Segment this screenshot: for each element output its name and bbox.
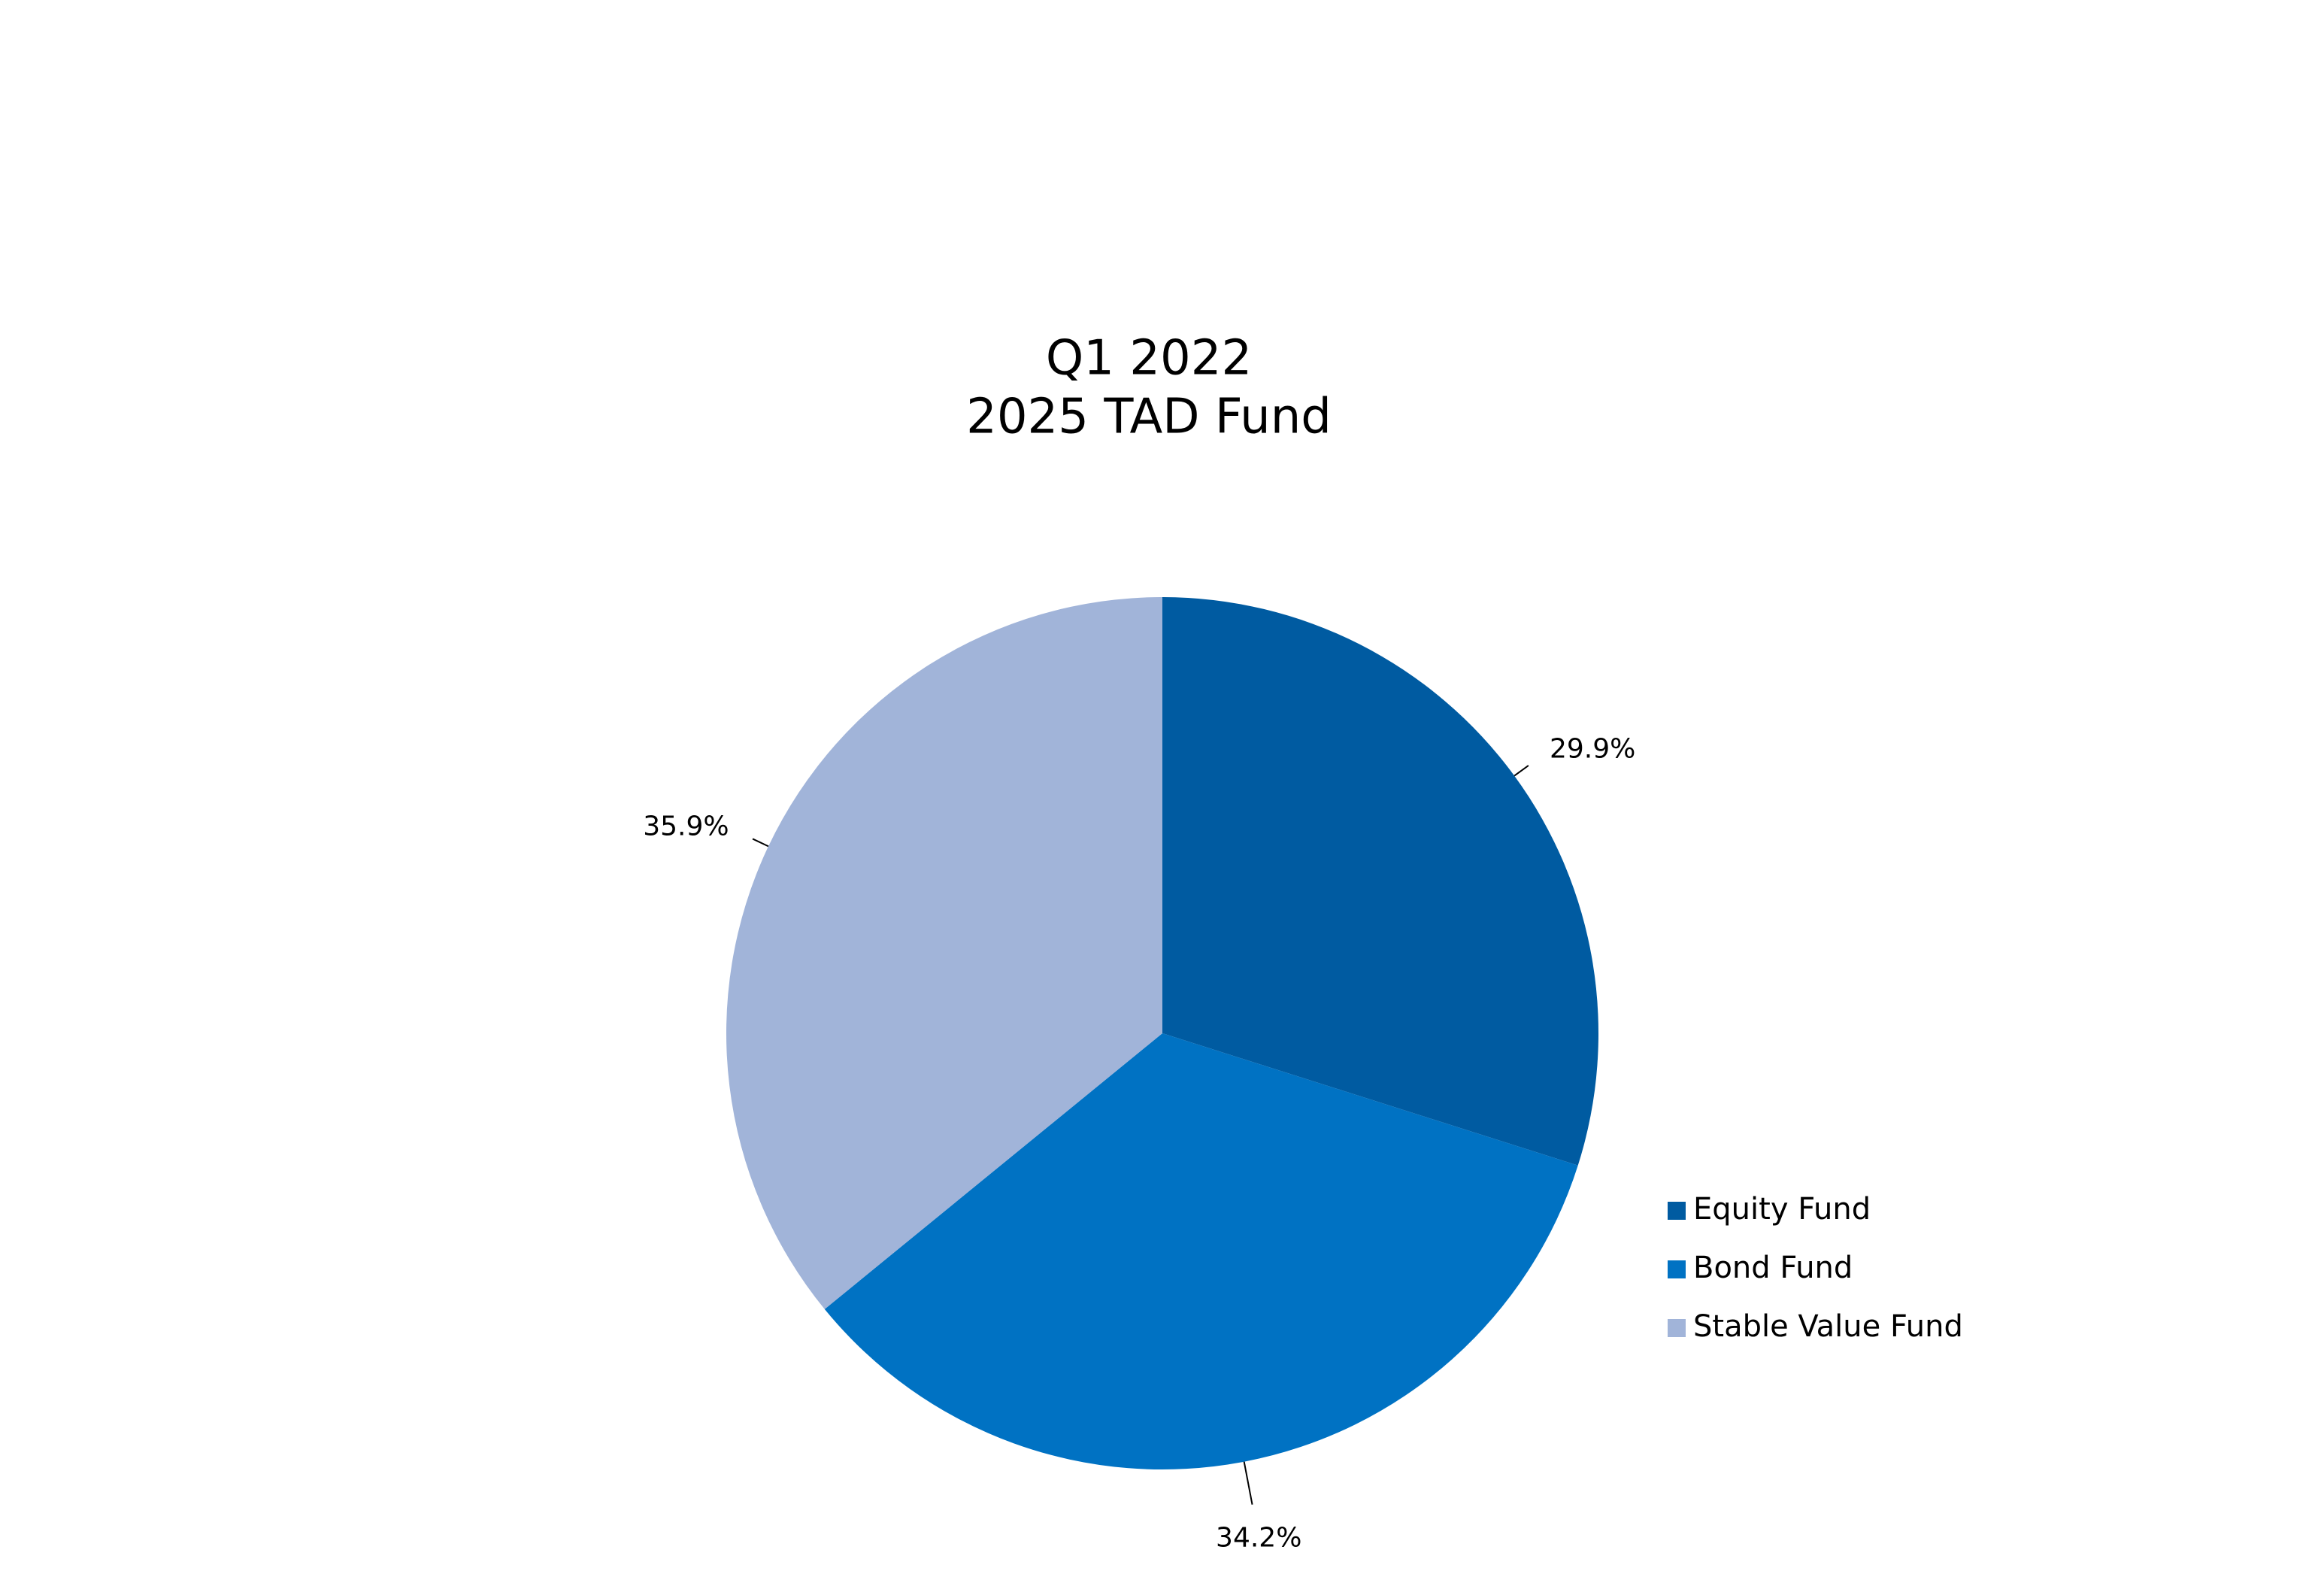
chart-title: Q1 2022 xyxy=(1046,331,1252,387)
legend-label: Stable Value Fund xyxy=(1693,1309,1963,1344)
pie-slice xyxy=(1162,597,1598,1166)
data-label: 29.9% xyxy=(1550,733,1635,764)
pie-slice xyxy=(726,597,1162,1309)
leader-line xyxy=(1243,1461,1253,1505)
legend-swatch xyxy=(1668,1260,1686,1278)
legend-label: Bond Fund xyxy=(1693,1251,1853,1285)
chart-subtitle: 2025 TAD Fund xyxy=(966,390,1332,445)
legend-swatch xyxy=(1668,1202,1686,1220)
data-label: 35.9% xyxy=(643,811,729,842)
legend-label: Equity Fund xyxy=(1693,1192,1871,1227)
data-label: 34.2% xyxy=(1216,1522,1301,1553)
legend-swatch xyxy=(1668,1319,1686,1337)
leader-line xyxy=(752,838,769,848)
leader-line xyxy=(1513,765,1529,777)
pie-slice xyxy=(824,1033,1578,1470)
